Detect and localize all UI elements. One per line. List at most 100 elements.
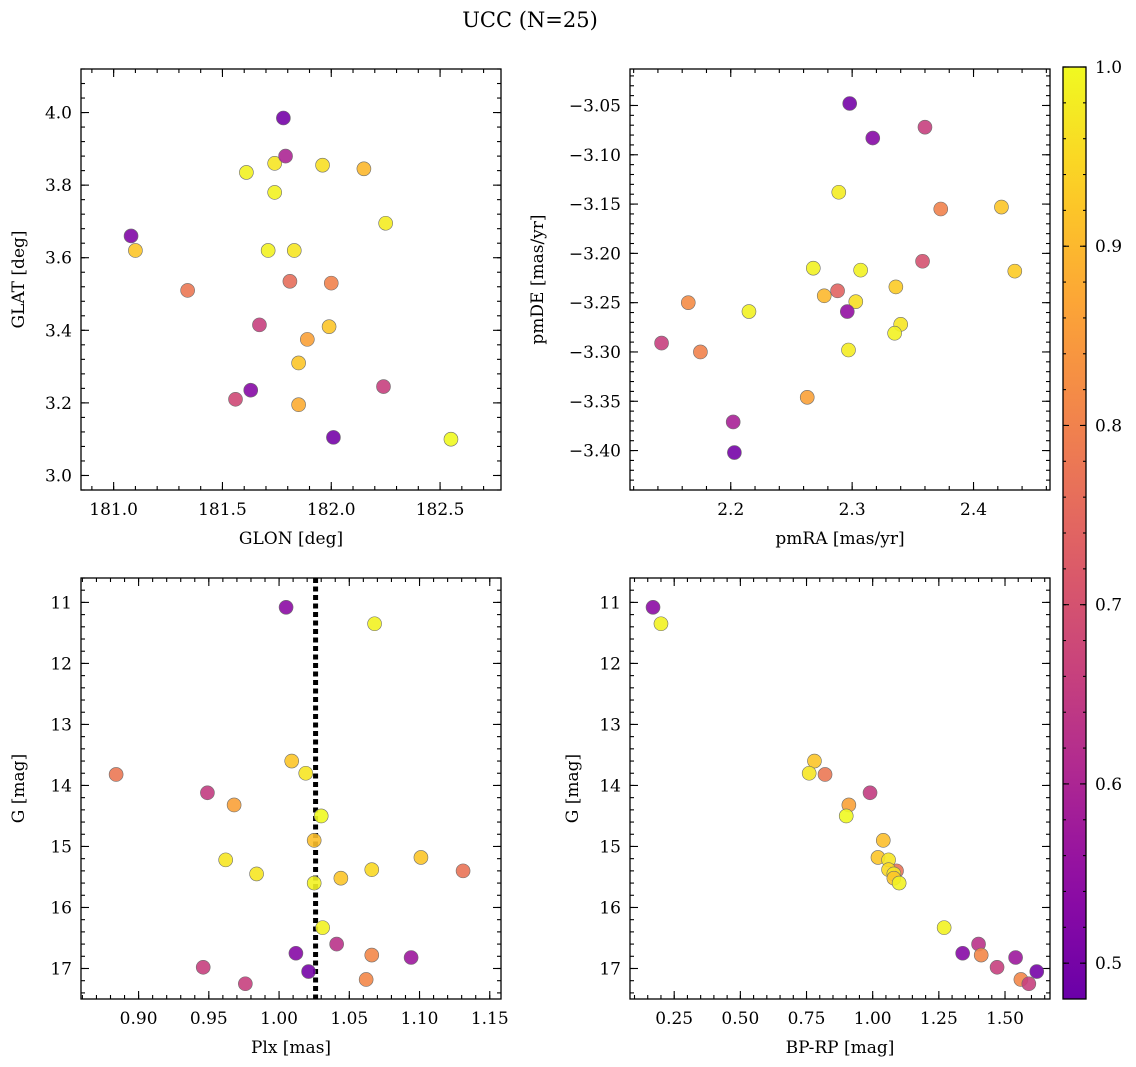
scatter-point: [973, 947, 989, 963]
scatter-point: [252, 317, 267, 333]
y-tick-label: 17: [50, 959, 72, 979]
scatter-point: [195, 959, 211, 975]
y-axis-label: G [mag]: [9, 754, 29, 823]
scatter-point: [218, 852, 233, 868]
y-tick-label: −3.25: [569, 294, 621, 314]
scatter-point: [807, 753, 822, 769]
scatter-point: [333, 870, 349, 886]
x-axis-label: BP-RP [mag]: [786, 1038, 895, 1058]
scatter-point: [693, 344, 708, 360]
scatter-point: [936, 920, 952, 935]
scatter-point: [323, 275, 339, 291]
y-axis-label: pmDE [mas/yr]: [528, 214, 548, 344]
scatter-point: [645, 599, 661, 615]
y-tick-label: −3.15: [569, 195, 621, 215]
x-axis-label: pmRA [mas/yr]: [775, 529, 904, 549]
scatter-point: [306, 875, 322, 891]
scatter-point: [891, 875, 907, 891]
scatter-point: [326, 430, 341, 445]
scatter-point: [725, 414, 741, 430]
x-tick-label: 0.25: [655, 1009, 693, 1029]
colorbar-tick-label: 0.5: [1095, 954, 1122, 974]
scatter-point: [321, 319, 337, 334]
scatter-panel-4: 0.25 0.50 0.75 1.00 1.25 1.50 11 12 13 14 15 16 17 BP…: [563, 577, 1051, 1058]
scatter-point: [228, 391, 243, 407]
y-tick-label: −3.10: [569, 146, 621, 166]
scatter-point: [267, 156, 282, 171]
y-axis-label: G [mag]: [563, 754, 583, 823]
x-tick-label: 182.5: [416, 500, 465, 520]
scatter-point: [853, 262, 868, 278]
scatter-point: [1021, 976, 1037, 992]
figure-title: UCC (N=25): [462, 8, 598, 32]
x-tick-label: 0.75: [788, 1009, 826, 1029]
scatter-point: [282, 274, 298, 289]
scatter-point: [128, 243, 143, 258]
scatter-point: [329, 936, 344, 952]
y-tick-label: 13: [50, 715, 72, 735]
scatter-point: [291, 355, 306, 371]
x-tick-label: 2.3: [839, 500, 866, 520]
colorbar: 0.5 0.6 0.7 0.8 0.9 1.0: [1062, 58, 1122, 1000]
scatter-point: [288, 945, 304, 961]
scatter-point: [888, 279, 904, 295]
scatter-point: [249, 866, 264, 882]
scatter-point: [378, 215, 393, 231]
y-tick-label: 15: [599, 837, 621, 857]
colorbar-tick-label: 0.7: [1095, 596, 1122, 616]
scatter-point: [1007, 263, 1023, 279]
scatter-point: [267, 185, 282, 200]
y-tick-label: 13: [599, 715, 621, 735]
scatter-point: [865, 130, 881, 146]
scatter-point: [286, 243, 302, 258]
scatter-point: [300, 332, 315, 347]
scatter-point: [887, 325, 902, 341]
x-tick-label: 0.90: [120, 1009, 158, 1029]
x-tick-label: 0.50: [721, 1009, 759, 1029]
axes-frame: [80, 577, 502, 1000]
scatter-point: [260, 243, 276, 258]
scatter-point: [875, 833, 891, 848]
scatter-point: [917, 119, 933, 135]
y-tick-label: 15: [50, 837, 72, 857]
scatter-panel-3: 0.90 0.95 1.00 1.05 1.10 1.15 11 12 13 14 15 16 17 Pl…: [9, 577, 509, 1058]
y-tick-label: 14: [599, 776, 621, 796]
x-tick-label: 1.25: [920, 1009, 958, 1029]
scatter-point: [364, 947, 380, 963]
y-tick-label: 12: [599, 654, 621, 674]
scatter-point: [364, 862, 380, 877]
y-tick-label: 17: [599, 959, 621, 979]
y-tick-label: 11: [50, 593, 72, 613]
y-tick-label: −3.05: [569, 96, 621, 116]
scatter-point: [278, 148, 293, 164]
scatter-point: [933, 201, 949, 217]
axes-frame: [629, 577, 1051, 1000]
scatter-point: [367, 616, 382, 632]
colorbar-tick-label: 0.8: [1095, 416, 1122, 436]
scatter-point: [653, 616, 669, 632]
y-tick-label: 3.2: [45, 394, 72, 414]
y-tick-label: −3.35: [569, 392, 621, 412]
x-tick-label: 0.95: [190, 1009, 228, 1029]
scatter-point: [801, 765, 817, 781]
scatter-point: [831, 184, 847, 200]
scatter-point: [741, 304, 757, 319]
scatter-point: [284, 753, 300, 769]
x-axis-label: Plx [mas]: [251, 1038, 331, 1058]
y-tick-label: −3.30: [569, 343, 621, 363]
scatter-point: [306, 833, 322, 848]
scatter-point: [180, 283, 195, 298]
y-tick-label: 3.0: [45, 466, 72, 486]
scatter-point: [1029, 964, 1045, 979]
scatter-point: [226, 797, 242, 813]
scatter-point: [842, 96, 858, 111]
colorbar-tick-label: 1.0: [1095, 58, 1122, 78]
scatter-point: [238, 976, 253, 992]
scatter-point: [817, 767, 833, 782]
scatter-point: [376, 379, 391, 394]
y-tick-label: 3.4: [45, 321, 72, 341]
scatter-point: [848, 294, 864, 309]
scatter-point: [123, 228, 139, 244]
scatter-panel-1: 181.0 181.5 182.0 182.5 3.0 3.2 3.4 3.6 3.8 4.0 GL…: [9, 68, 502, 549]
